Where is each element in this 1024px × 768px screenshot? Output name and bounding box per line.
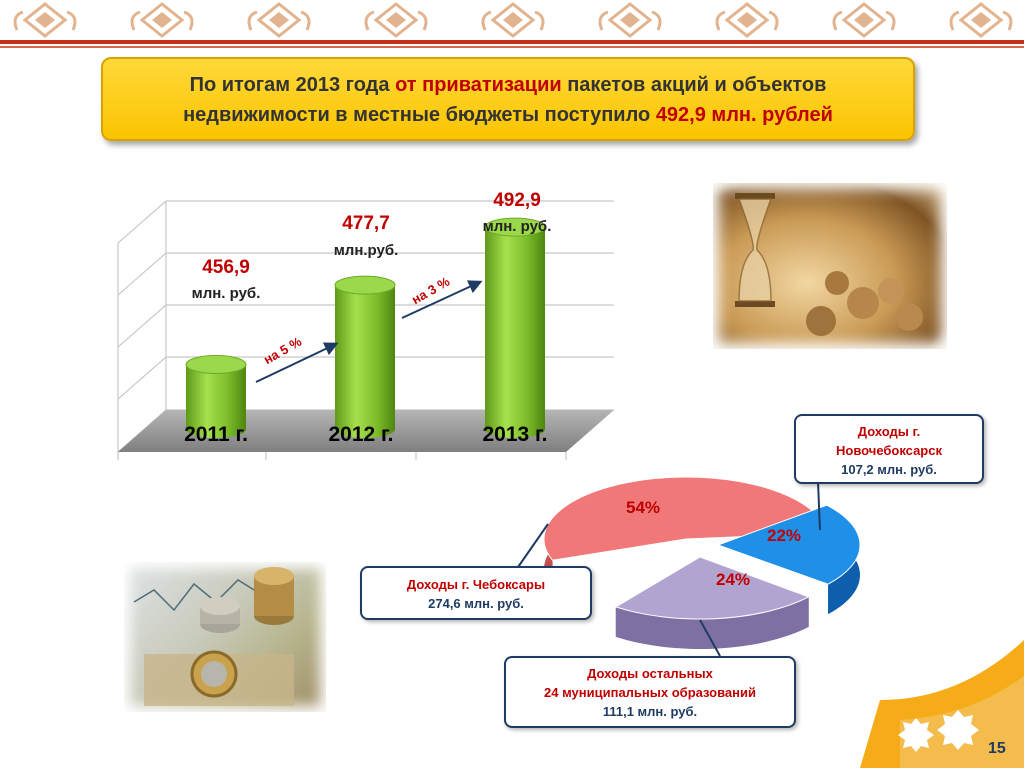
hourglass-coins-photo xyxy=(713,183,947,349)
callout-cheb-amount: 274,6 млн. руб. xyxy=(428,596,524,611)
chuvash-ornament-icon xyxy=(130,2,194,38)
coins-banknotes-photo xyxy=(124,562,326,712)
title-box: По итогам 2013 года от приватизации паке… xyxy=(101,57,915,141)
chuvash-ornament-icon xyxy=(13,2,77,38)
x-tick-label-2013: 2013 г. xyxy=(482,423,548,446)
pie-slice-22 xyxy=(716,504,861,585)
title-text-3: недвижимости в местные бюджеты поступило xyxy=(183,104,656,126)
chuvash-ornament-icon xyxy=(949,2,1013,38)
callout-novocheb-amount: 107,2 млн. руб. xyxy=(841,462,937,477)
callout-others-amount: 111,1 млн. руб. xyxy=(602,704,698,719)
growth-arrow-2012-2013 xyxy=(401,280,483,319)
callout-cheboksary: Доходы г. Чебоксары 274,6 млн. руб. xyxy=(360,566,592,620)
chuvash-ornament-icon xyxy=(481,2,545,38)
ornament-band xyxy=(0,0,1024,44)
connector-novocheb xyxy=(817,481,821,531)
x-tick-label-2012: 2012 г. xyxy=(328,423,394,446)
bar-2013г xyxy=(484,217,546,438)
connector-others xyxy=(699,619,721,657)
gridline-side xyxy=(117,304,167,348)
pie-connectors xyxy=(515,481,821,657)
bar-unit-label-2011: млн. руб. xyxy=(191,285,261,302)
title-highlight-privatization: от приватизации xyxy=(395,74,562,96)
page-number: 15 xyxy=(988,740,1006,757)
bar-value-label-2011: 456,9 xyxy=(202,257,250,278)
pie-percent-54: 54% xyxy=(626,498,661,517)
gridline-side xyxy=(117,252,167,296)
title-text-1: По итогам 2013 года xyxy=(189,74,396,96)
pie-slices xyxy=(543,476,861,649)
gridline-side xyxy=(117,356,167,400)
callout-novocheb-line1: Доходы г. xyxy=(857,424,921,439)
header-divider-thin xyxy=(0,46,1024,48)
chuvash-ornament-icon xyxy=(247,2,311,38)
bar-value-label-2013: 492,9 xyxy=(493,190,541,211)
pie-slice-24 xyxy=(614,556,811,620)
growth-arrow-2011-2012 xyxy=(255,342,339,383)
callout-novocheb-line2: Новочебоксарск xyxy=(836,443,942,458)
star-ornament-icon xyxy=(860,640,1024,768)
bar-value-label-2012: 477,7 xyxy=(342,213,390,234)
x-tick-label-2011: 2011 г. xyxy=(184,423,248,446)
callout-others-line2: 24 муниципальных образований xyxy=(544,685,756,700)
pie-percent-22: 22% xyxy=(767,526,802,545)
title-text-2: пакетов акций и объектов xyxy=(561,74,827,96)
callout-cheb-line1: Доходы г. Чебоксары xyxy=(406,577,546,592)
callout-novocheboksarsk: Доходы г. Новочебоксарск 107,2 млн. руб. xyxy=(794,414,984,484)
growth-arrows xyxy=(255,280,483,383)
chuvash-ornament-icon xyxy=(364,2,428,38)
pie-percent-24: 24% xyxy=(716,570,751,589)
bar-unit-label-2012: млн.руб. xyxy=(333,242,399,259)
gridline-side xyxy=(117,200,167,244)
chuvash-ornament-icon xyxy=(715,2,779,38)
pie-slice-54 xyxy=(543,476,828,561)
bar-unit-label-2013: млн. руб. xyxy=(482,218,552,235)
bar-series xyxy=(185,217,546,438)
callout-others-line1: Доходы остальных xyxy=(587,666,713,681)
connector-cheb xyxy=(515,523,549,571)
header-divider xyxy=(0,40,1024,44)
callout-others: Доходы остальных 24 муниципальных образо… xyxy=(504,656,796,728)
pie-slice-side-24 xyxy=(615,596,809,649)
bar-2011г xyxy=(185,354,247,438)
chuvash-ornament-icon xyxy=(832,2,896,38)
title-highlight-amount: 492,9 млн. рублей xyxy=(655,104,833,126)
chuvash-ornament-icon xyxy=(598,2,662,38)
bar-2012г xyxy=(334,275,396,438)
